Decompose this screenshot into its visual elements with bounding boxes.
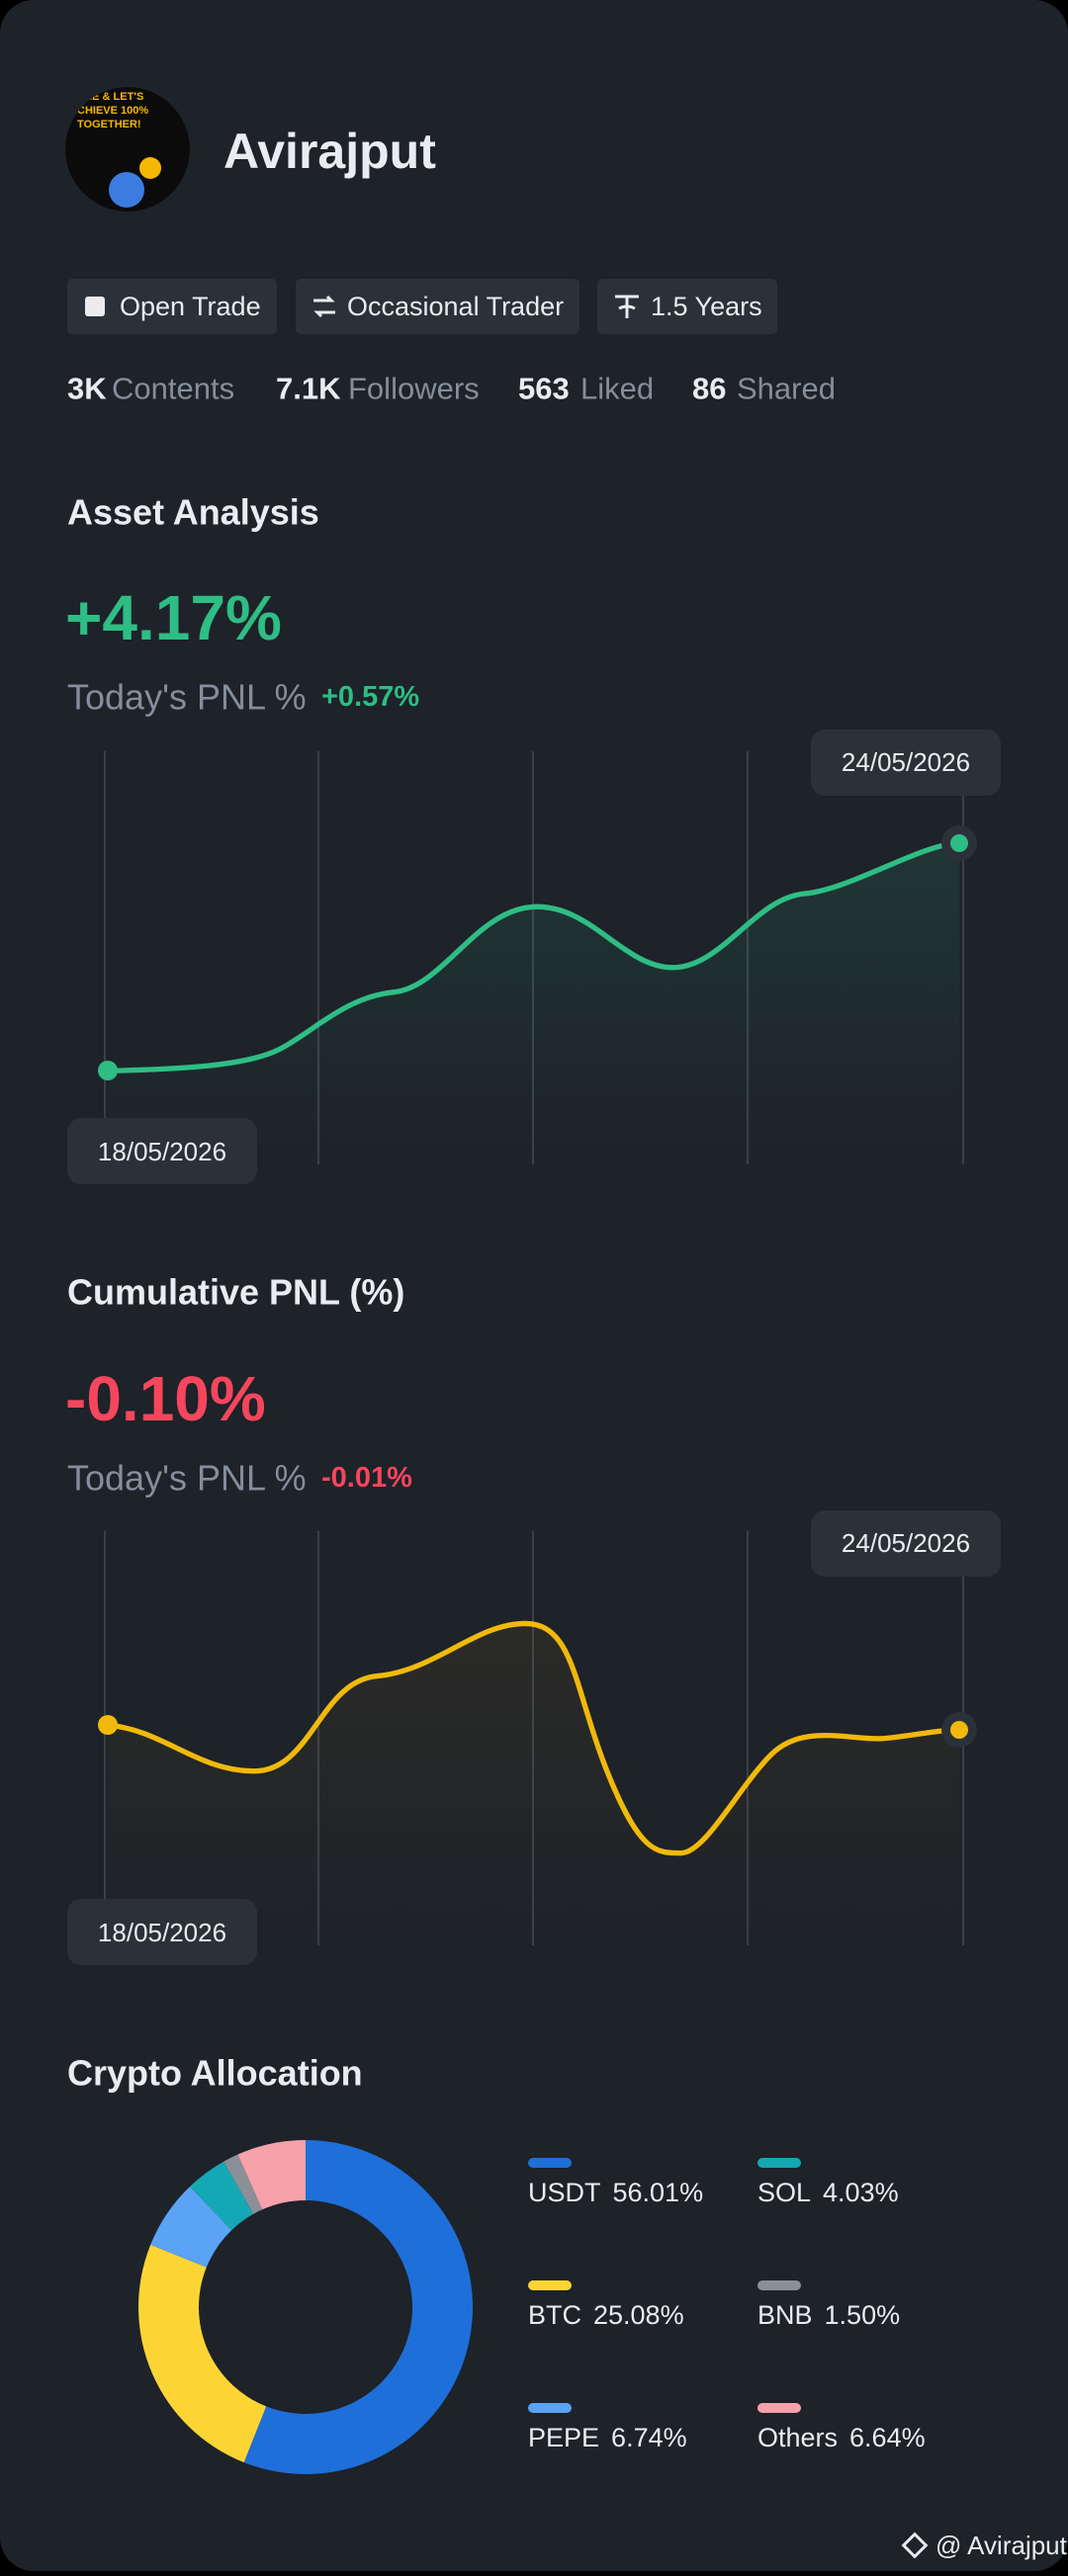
avatar-emoji	[139, 157, 161, 179]
legend-swatch	[528, 2280, 572, 2290]
legend-swatch	[757, 2280, 801, 2290]
start-point	[98, 1715, 118, 1735]
pnl-value: +4.17%	[65, 582, 282, 653]
legend-value: 4.03%	[823, 2178, 899, 2207]
pnl-value: -0.10%	[65, 1363, 266, 1434]
stat-value: 7.1K	[276, 372, 341, 406]
legend-label: Others	[757, 2423, 838, 2452]
tag-icon	[85, 297, 105, 316]
tag-bg	[67, 279, 277, 334]
legend-swatch	[528, 2403, 572, 2413]
avatar-bg	[65, 87, 190, 212]
legend-label: PEPE	[528, 2423, 599, 2452]
today-pnl-value: -0.01%	[321, 1462, 412, 1494]
end-date: 24/05/2026	[842, 1528, 970, 1558]
stat-value: 563	[518, 372, 570, 406]
start-point	[98, 1061, 118, 1080]
donut-segment	[190, 2161, 254, 2231]
legend-swatch	[757, 2158, 801, 2168]
section-title: Crypto Allocation	[67, 2053, 363, 2094]
legend-label: BNB	[757, 2300, 813, 2330]
stat-label: Shared	[737, 372, 836, 406]
date-tag	[67, 1118, 257, 1184]
legend-swatch	[757, 2403, 801, 2413]
donut-segment	[138, 2244, 267, 2463]
legend-value: 1.50%	[825, 2300, 901, 2330]
tag-bg	[296, 279, 579, 334]
today-pnl-label: Today's PNL %	[67, 1458, 307, 1499]
donut-segment	[237, 2140, 306, 2210]
area	[108, 1623, 960, 1945]
avatar[interactable]: ME & LET'S CHIEVE 100% TOGETHER!	[65, 87, 190, 212]
binance-logo	[901, 2532, 929, 2559]
legend-swatch	[528, 2158, 572, 2168]
avatar-text: CHIEVE 100%	[77, 105, 148, 117]
pnl-line	[108, 1620, 960, 1856]
legend-value: 6.74%	[611, 2423, 687, 2452]
section-title: Asset Analysis	[67, 492, 319, 533]
stat-value: 86	[692, 372, 726, 406]
tag[interactable]: Occasional Trader	[296, 279, 579, 334]
watermark: @ Avirajput	[935, 2531, 1068, 2560]
donut-segment	[223, 2154, 263, 2214]
stat-value: 3K	[67, 372, 107, 406]
tag-bg	[597, 279, 777, 334]
tag[interactable]: Open Trade	[67, 279, 277, 334]
stat-label: Followers	[348, 372, 480, 406]
end-point	[950, 834, 968, 852]
today-pnl-label: Today's PNL %	[67, 677, 307, 718]
pnl-line	[108, 840, 960, 1073]
legend-value: 56.01%	[613, 2178, 704, 2207]
end-date: 24/05/2026	[842, 747, 970, 777]
legend: USDT 56.01% BTC 25.08% PEPE 6.74% SOL 4.03% BNB 1…	[528, 2158, 926, 2452]
logo-shape	[901, 2532, 929, 2559]
tag-label: Occasional Trader	[347, 292, 564, 321]
legend-value: 6.64%	[849, 2423, 926, 2452]
date-tag	[811, 1510, 1001, 1577]
date-tag	[811, 730, 1001, 796]
area	[108, 842, 960, 1164]
stat-label: Contents	[112, 372, 234, 406]
tag-icon	[313, 295, 335, 318]
tag[interactable]: 1.5 Years	[597, 279, 777, 334]
end-point	[950, 1721, 968, 1739]
start-date: 18/05/2026	[98, 1137, 226, 1166]
legend-label: USDT	[528, 2178, 601, 2207]
section-title: Cumulative PNL (%)	[67, 1272, 404, 1313]
username: Avirajput	[223, 124, 436, 179]
line-chart: 24/05/2026 18/05/2026	[67, 730, 1001, 1184]
donut-chart	[138, 2140, 474, 2474]
avatar-text: TOGETHER!	[77, 119, 141, 130]
legend-label: SOL	[757, 2178, 811, 2207]
avatar-coin	[109, 172, 144, 208]
donut-segment	[150, 2187, 232, 2268]
legend-label: BTC	[528, 2300, 581, 2330]
tag-label: Open Trade	[120, 292, 261, 321]
stat-label: Liked	[580, 372, 654, 406]
legend-value: 25.08%	[593, 2300, 684, 2330]
today-pnl-value: +0.57%	[321, 681, 419, 713]
date-tag	[67, 1899, 257, 1965]
line-chart: 24/05/2026 18/05/2026	[67, 1510, 1001, 1965]
tag-icon	[615, 295, 639, 318]
donut-segment	[243, 2140, 474, 2474]
start-date: 18/05/2026	[98, 1918, 226, 1947]
tag-label: 1.5 Years	[651, 292, 762, 321]
